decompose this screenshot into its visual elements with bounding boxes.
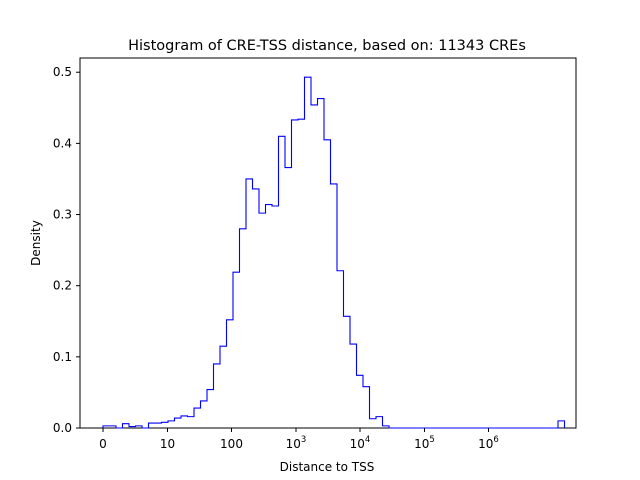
- y-tick-label: 0.4: [53, 136, 72, 150]
- x-tick-label: 104: [350, 435, 371, 451]
- y-tick-label: 0.1: [53, 350, 72, 364]
- y-tick-label: 0.3: [53, 208, 72, 222]
- x-axis: 0 10 100 103 104 105 106: [99, 428, 499, 451]
- y-tick-label: 0.5: [53, 65, 72, 79]
- y-tick-label: 0.0: [53, 421, 72, 435]
- chart-title: Histogram of CRE-TSS distance, based on:…: [128, 38, 526, 54]
- x-tick-label: 103: [286, 435, 307, 451]
- x-tick-label: 106: [478, 435, 499, 451]
- y-tick-label: 0.2: [53, 279, 72, 293]
- histogram-step-line: [102, 76, 566, 429]
- y-axis-title: Density: [29, 220, 43, 266]
- x-tick-label: 0: [99, 437, 107, 451]
- plot-area: [79, 57, 577, 429]
- y-axis: 0.0 0.1 0.2 0.3 0.4 0.5: [53, 65, 80, 435]
- x-tick-label: 10: [160, 437, 175, 451]
- x-tick-label: 100: [220, 437, 243, 451]
- x-axis-title: Distance to TSS: [280, 460, 375, 474]
- x-tick-label: 105: [414, 435, 435, 451]
